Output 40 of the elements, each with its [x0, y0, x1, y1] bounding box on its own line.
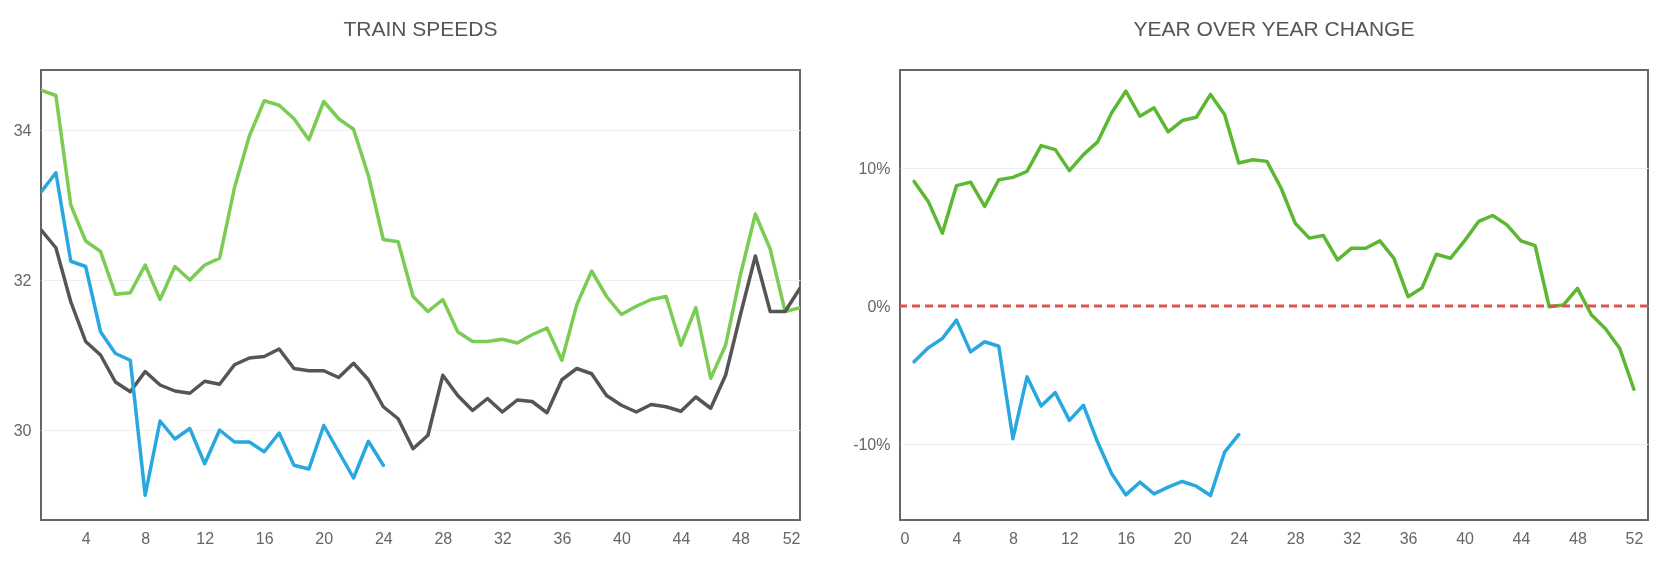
chart-title: TRAIN SPEEDS: [343, 17, 498, 40]
x-tick-label: 8: [1008, 529, 1018, 547]
x-tick-label: 4: [81, 529, 91, 547]
y-tick-label: 0%: [867, 297, 891, 315]
x-tick-label: 12: [196, 529, 215, 547]
y-tick-label: 30: [13, 421, 32, 439]
line-series: [41, 171, 386, 497]
line-series: [41, 88, 800, 380]
x-tick-label: 20: [315, 529, 334, 547]
x-tick-label: 52: [1625, 529, 1644, 547]
x-tick-label: 8: [141, 529, 151, 547]
x-tick-label: 48: [1569, 529, 1587, 547]
x-tick-label: 16: [255, 529, 274, 547]
x-tick-label: 16: [1117, 529, 1136, 547]
y-tick-label: -10%: [853, 435, 891, 453]
x-tick-label: 28: [1286, 529, 1305, 547]
x-tick-label: 24: [1230, 529, 1249, 547]
line-series: [41, 228, 800, 451]
x-tick-label: 48: [732, 529, 750, 547]
y-tick-label: 34: [13, 121, 32, 139]
y-tick-label: 10%: [858, 159, 891, 177]
x-tick-label: 40: [613, 529, 631, 547]
x-tick-label: 20: [1173, 529, 1192, 547]
x-tick-label: 44: [672, 529, 691, 547]
x-tick-label: 24: [374, 529, 393, 547]
x-tick-label: 32: [1343, 529, 1362, 547]
x-tick-label: 0: [900, 529, 910, 547]
x-tick-label: 12: [1060, 529, 1079, 547]
x-tick-label: 40: [1456, 529, 1475, 547]
y-tick-label: 32: [13, 271, 32, 289]
x-tick-label: 4: [952, 529, 962, 547]
x-tick-label: 28: [434, 529, 453, 547]
x-tick-label: 36: [1399, 529, 1418, 547]
x-tick-label: 36: [553, 529, 572, 547]
x-tick-label: 52: [782, 529, 801, 547]
chart-title: YEAR OVER YEAR CHANGE: [1133, 17, 1415, 40]
x-tick-label: 32: [493, 529, 512, 547]
line-series: [912, 89, 1636, 392]
line-series: [912, 318, 1241, 498]
x-tick-label: 44: [1512, 529, 1531, 547]
